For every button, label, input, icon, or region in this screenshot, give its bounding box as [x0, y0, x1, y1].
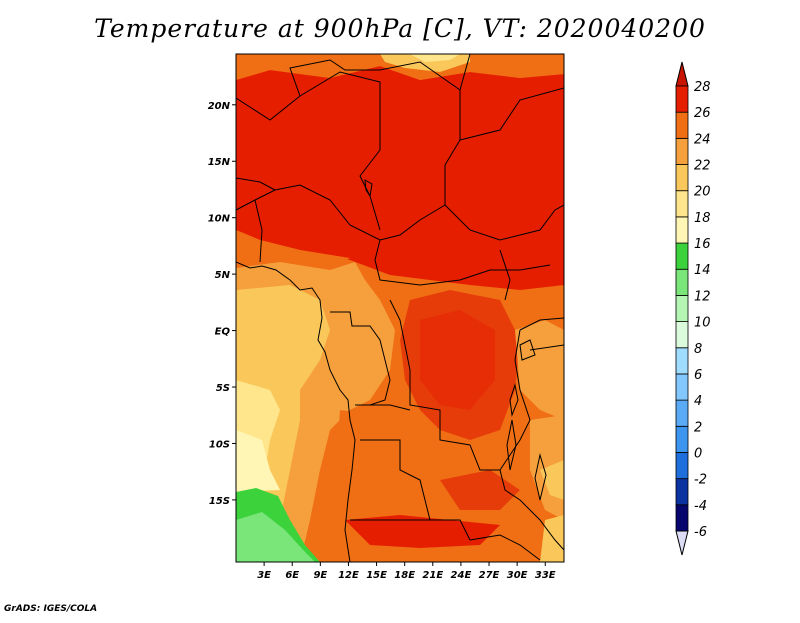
colorbar-label: 18	[694, 211, 711, 226]
colorbar-swatch	[675, 164, 689, 192]
colorbar-label: 26	[694, 106, 711, 121]
lat-tick-label: 15N	[208, 157, 231, 168]
lon-tick-label: 21E	[422, 570, 443, 581]
colorbar-label: 12	[694, 289, 711, 304]
lat-tick-label: 5S	[216, 383, 230, 394]
colorbar-swatch	[675, 242, 689, 270]
colorbar-swatch	[675, 295, 689, 322]
colorbar-label: 14	[694, 263, 711, 278]
colorbar-label: 4	[694, 394, 702, 409]
colorbar-label: 10	[694, 316, 711, 331]
lat-tick-label: EQ	[215, 327, 231, 338]
colorbar-swatch	[675, 504, 689, 532]
colorbar-swatch	[675, 216, 689, 244]
colorbar-label: -6	[694, 525, 707, 540]
lat-tick-label: 10N	[208, 214, 231, 225]
lon-tick-label: 6E	[285, 570, 299, 581]
colorbar-swatch	[675, 111, 689, 139]
colorbar-swatch	[675, 268, 689, 296]
colorbar-swatch	[675, 137, 689, 165]
colorbar-max-arrow	[675, 61, 689, 87]
lat-tick-label: 15S	[209, 496, 230, 507]
colorbar-label: 8	[694, 342, 702, 357]
lon-tick-label: 18E	[394, 570, 415, 581]
country-borders	[236, 54, 564, 562]
colorbar-label: 20	[694, 185, 711, 200]
lat-tick-label: 10S	[209, 439, 230, 450]
colorbar-swatch	[675, 373, 689, 401]
colorbar-label: 24	[694, 132, 711, 147]
latitude-ticks: 20N 15N 10N 5N EQ 5S 10S 15S	[208, 101, 236, 507]
footer-credit: GrADS: IGES/COLA	[4, 604, 98, 614]
colorbar-swatch	[675, 478, 689, 506]
colorbar-swatch	[675, 399, 689, 427]
lon-tick-label: 3E	[257, 570, 271, 581]
lon-tick-label: 15E	[366, 570, 387, 581]
colorbar-label: 6	[694, 368, 702, 383]
lon-tick-label: 33E	[535, 570, 556, 581]
colorbar-label: 0	[694, 446, 702, 461]
colorbar-swatch	[675, 190, 689, 218]
map-frame	[235, 53, 565, 563]
colorbar-swatch	[675, 425, 689, 453]
lat-tick-label: 5N	[215, 270, 231, 281]
lat-tick-label: 20N	[208, 101, 231, 112]
colorbar-min-arrow	[675, 530, 689, 556]
lon-tick-label: 9E	[313, 570, 327, 581]
colorbar-label: 2	[694, 420, 702, 435]
colorbar-swatch	[675, 321, 689, 349]
lon-tick-label: 12E	[338, 570, 359, 581]
colorbar-swatch	[675, 452, 689, 480]
colorbar-label: -4	[694, 499, 707, 514]
colorbar-swatch	[675, 85, 689, 113]
colorbar-label: -2	[694, 473, 707, 488]
colorbar-label: 22	[694, 159, 711, 174]
colorbar-label: 28	[694, 80, 711, 95]
map-title: Temperature at 900hPa [C], VT: 202004020…	[94, 14, 706, 43]
lon-tick-label: 27E	[479, 570, 500, 581]
temperature-field	[236, 54, 564, 562]
colorbar-swatch	[675, 347, 689, 375]
lon-tick-label: 24E	[451, 570, 472, 581]
colorbar-label: 16	[694, 237, 711, 252]
longitude-ticks: 3E 6E 9E 12E 15E 18E 21E 24E 27E 30E 33E	[257, 562, 556, 581]
lakes	[364, 179, 547, 501]
lon-tick-label: 30E	[507, 570, 528, 581]
